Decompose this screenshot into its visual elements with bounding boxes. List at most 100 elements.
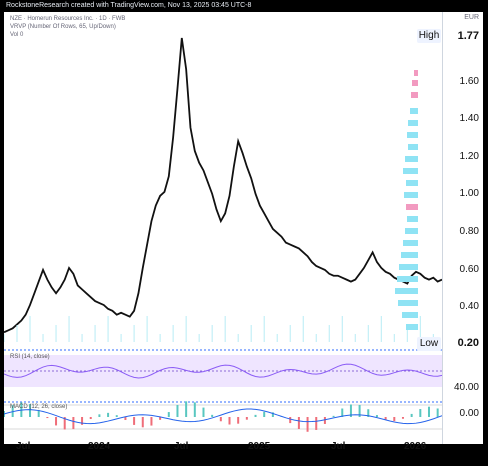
macd-label: MACD (12, 26, close)	[10, 404, 68, 410]
macd-bar	[341, 408, 344, 417]
x-label-6: 2026	[404, 441, 427, 452]
profile-line: VRVP (Number Of Rows, 65, Up/Down)	[10, 24, 116, 30]
volume-profile-bin	[408, 120, 418, 126]
macd-bar	[150, 417, 153, 426]
macd-bar	[29, 403, 32, 417]
y-tick-4: 1.00	[459, 188, 479, 199]
rsi-line	[3, 363, 443, 379]
macd-bar	[81, 417, 84, 425]
macd-bar	[193, 402, 196, 417]
high-value: 1.77	[457, 30, 479, 42]
volume-profile-bin	[395, 288, 418, 294]
x-label-5: Jul	[331, 441, 346, 452]
volume-profile-bin	[401, 252, 418, 258]
macd-bar	[367, 409, 370, 417]
volume-profile-bin	[412, 80, 418, 86]
macd-bar	[115, 415, 118, 417]
x-label-2: 2024	[88, 441, 111, 452]
macd-bar	[37, 409, 40, 417]
volume-profile-bin	[405, 156, 418, 162]
macd-bar	[176, 405, 179, 417]
macd-bar	[297, 417, 300, 430]
volume-profile-bin	[406, 324, 418, 330]
macd-bar	[133, 417, 136, 425]
macd-bar	[245, 417, 248, 420]
y-tick-2: 1.40	[459, 113, 479, 124]
volume-profile-bin	[411, 92, 418, 98]
top-watermark: RockstoneResearch created with TradingVi…	[0, 0, 488, 12]
volume-profile-bin	[398, 300, 418, 306]
macd-bar	[306, 417, 309, 432]
y-tick-6: 0.60	[459, 264, 479, 275]
rsi-label: RSI (14, close)	[10, 354, 50, 360]
macd-bar	[202, 407, 205, 417]
macd-bar	[89, 417, 92, 420]
y-tick-7: 0.40	[459, 301, 479, 312]
volume-profile-bin	[403, 240, 418, 246]
macd-bar	[289, 417, 292, 424]
macd-bar	[427, 406, 430, 417]
macd-bar	[141, 417, 144, 428]
macd-bar	[219, 417, 222, 422]
price-chart-area: NZE · Homerun Resources Inc. · 1D · FWB …	[3, 12, 443, 444]
y-tick-1: 1.60	[459, 76, 479, 87]
volume-line: Vol 0	[10, 32, 24, 38]
x-label-1: Jul	[16, 441, 31, 452]
macd-bar	[375, 415, 378, 417]
volume-profile-bin	[414, 70, 418, 76]
macd-bar	[72, 417, 75, 430]
volume-profile-bin	[402, 312, 418, 318]
x-label-3: Jul	[174, 441, 189, 452]
macd-bar	[410, 413, 413, 417]
currency-label: EUR	[464, 14, 479, 21]
volume-profile-bin	[407, 132, 418, 138]
volume-profile-bin	[407, 216, 418, 222]
macd-bar	[124, 417, 127, 421]
macd-bar	[159, 417, 162, 420]
macd-line	[3, 408, 443, 425]
volume-profile-bin	[397, 276, 418, 282]
macd-bar	[167, 412, 170, 417]
price-series-line	[3, 37, 443, 334]
macd-bar	[393, 417, 396, 422]
y-tick-3: 1.20	[459, 151, 479, 162]
macd-bar	[98, 414, 101, 417]
macd-bar	[55, 417, 58, 426]
volume-profile-bin	[406, 180, 418, 186]
macd-bar	[63, 417, 66, 430]
macd-bar	[211, 414, 214, 417]
macd-bar	[271, 412, 274, 417]
volume-profile-bin	[403, 168, 418, 174]
macd-bar	[349, 404, 352, 417]
macd-bar	[263, 411, 266, 417]
macd-bar	[358, 404, 361, 417]
macd-bar	[332, 415, 335, 417]
volume-profile-bin	[404, 192, 418, 198]
macd-bar	[384, 417, 387, 420]
macd-bar	[323, 417, 326, 424]
macd-bar	[185, 401, 188, 417]
macd-bar	[237, 417, 240, 424]
main-chart-svg	[3, 12, 443, 444]
macd-bar	[11, 405, 14, 417]
volume-profile-bin	[405, 228, 418, 234]
volume-profile-bin	[399, 264, 418, 270]
macd-bar	[228, 417, 231, 425]
macd-bar	[254, 414, 257, 417]
macd-bar	[401, 417, 404, 419]
right-axis: EUR 1.77 High 1.60 1.40 1.20 1.00 0.80 0…	[417, 12, 483, 444]
symbol-line: NZE · Homerun Resources Inc. · 1D · FWB	[10, 16, 126, 22]
macd-value: 0.00	[459, 408, 479, 419]
macd-bar	[46, 417, 49, 419]
rsi-value: 40.00	[453, 382, 479, 393]
volume-profile-bin	[410, 108, 418, 114]
macd-bar	[315, 417, 318, 430]
macd-bar	[419, 409, 422, 417]
macd-bar	[436, 408, 439, 417]
volume-profile-bin	[406, 204, 418, 210]
macd-bar	[107, 412, 110, 417]
x-label-4: 2025	[248, 441, 271, 452]
volume-profile-bin	[408, 144, 418, 150]
y-tick-5: 0.80	[459, 226, 479, 237]
